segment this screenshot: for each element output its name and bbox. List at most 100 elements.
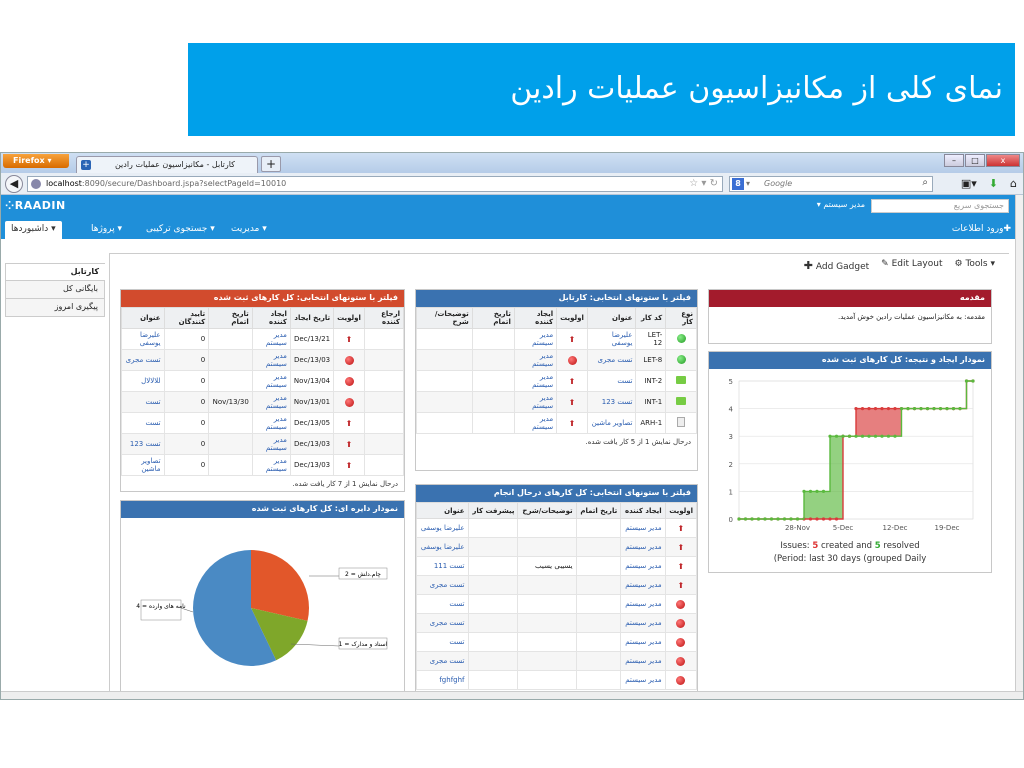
- raadin-logo[interactable]: ⁘RAADIN: [5, 199, 66, 212]
- data-point-resolved[interactable]: [821, 489, 826, 493]
- table-row[interactable]: مدیر سیستم تست مجری: [416, 613, 697, 633]
- data-point-resolved[interactable]: [769, 517, 774, 521]
- data-point-resolved[interactable]: [938, 407, 943, 411]
- column-header[interactable]: عنوان: [121, 307, 165, 329]
- pie-slice[interactable]: [251, 550, 309, 621]
- sys-admin-menu[interactable]: مدیر سیستم ▾: [816, 200, 865, 209]
- close-icon[interactable]: x: [986, 154, 1020, 167]
- data-point-created[interactable]: [854, 407, 858, 411]
- data-point-resolved[interactable]: [893, 434, 897, 438]
- column-header[interactable]: اولویت: [333, 307, 365, 329]
- table-row[interactable]: ARH-1 تصاویر ماشین ⬆ مدیر سیستم: [416, 412, 697, 434]
- table-row[interactable]: ⬆ مدیر سیستم یسیبی یسیب تست 111: [416, 556, 697, 576]
- column-header[interactable]: ارجاع کننده: [363, 307, 404, 329]
- column-header[interactable]: تاریخ اتمام: [208, 307, 253, 329]
- column-header[interactable]: تاریخ اتمام: [575, 502, 622, 519]
- pie-slice[interactable]: [192, 550, 277, 666]
- data-point-created[interactable]: [860, 407, 865, 411]
- table-row[interactable]: LET-8 تست مجری مدیر سیستم: [416, 349, 697, 371]
- data-point-resolved[interactable]: [776, 517, 780, 521]
- data-point-created[interactable]: [880, 407, 884, 411]
- horizontal-scrollbar[interactable]: [1, 691, 1023, 699]
- data-point-created[interactable]: [873, 407, 878, 411]
- back-arrow-icon[interactable]: ◀: [5, 175, 23, 193]
- column-header[interactable]: تاریخ ایجاد: [289, 307, 335, 329]
- data-point-resolved[interactable]: [971, 379, 975, 383]
- table-row[interactable]: INT-2 تست ⬆ مدیر سیستم: [416, 370, 697, 392]
- data-point-resolved[interactable]: [899, 407, 904, 411]
- vertical-scrollbar[interactable]: [1015, 195, 1023, 691]
- data-point-resolved[interactable]: [873, 434, 878, 438]
- column-header[interactable]: تایید کنندگان: [163, 307, 210, 329]
- browser-tab[interactable]: کارتابل - مکانیزاسیون عملیات رادین +: [76, 156, 258, 173]
- maximize-icon[interactable]: □: [965, 154, 985, 167]
- column-header[interactable]: نوع کار: [665, 307, 697, 329]
- data-point-resolved[interactable]: [828, 434, 832, 438]
- data-point-resolved[interactable]: [925, 407, 930, 411]
- sidebar-item-archive[interactable]: بایگانی کل: [5, 281, 105, 299]
- data-point-resolved[interactable]: [750, 517, 754, 521]
- data-point-resolved[interactable]: [932, 407, 936, 411]
- tools-button[interactable]: ⚙ Tools ▾: [954, 259, 995, 269]
- home-icon[interactable]: ⌂: [1010, 177, 1017, 190]
- column-header[interactable]: توضیحات/شرح: [517, 502, 577, 519]
- table-row[interactable]: ⬆ مدیر سیستم علیرضا یوسفی: [416, 537, 697, 557]
- data-point-created[interactable]: [821, 517, 826, 521]
- data-point-resolved[interactable]: [763, 517, 767, 521]
- google-search-input[interactable]: 8 ▾ Google ⌕: [729, 176, 933, 192]
- column-header[interactable]: تاریخ اتمام: [471, 307, 515, 329]
- data-point-resolved[interactable]: [951, 407, 956, 411]
- quick-search-input[interactable]: جستجوی سریع: [871, 199, 1009, 213]
- data-point-resolved[interactable]: [854, 434, 858, 438]
- column-header[interactable]: کد کار: [635, 307, 667, 329]
- data-point-resolved[interactable]: [743, 517, 748, 521]
- column-header[interactable]: اولویت: [664, 502, 697, 519]
- data-point-resolved[interactable]: [737, 517, 741, 521]
- table-row[interactable]: ⬆ Dec/13/05 مدیر سیستم 0 تست: [121, 412, 404, 434]
- menu-management[interactable]: مدیریت ▾: [231, 224, 267, 234]
- pie-slice[interactable]: [251, 608, 308, 661]
- bookmarks-icon[interactable]: ▣▾: [960, 177, 977, 190]
- column-header[interactable]: اولویت: [556, 307, 588, 329]
- firefox-menu-button[interactable]: Firefox ▾: [3, 154, 69, 168]
- data-point-created[interactable]: [893, 407, 897, 411]
- menu-dashboards[interactable]: داشبوردها ▾: [5, 221, 62, 239]
- data-point-resolved[interactable]: [847, 434, 852, 438]
- data-point-created[interactable]: [834, 517, 839, 521]
- data-point-resolved[interactable]: [841, 434, 845, 438]
- table-row[interactable]: مدیر سیستم تست: [416, 594, 697, 614]
- table-row[interactable]: Dec/13/03 مدیر سیستم 0 تست مجری: [121, 349, 404, 371]
- search-icon[interactable]: ⌕: [922, 177, 928, 188]
- data-point-resolved[interactable]: [860, 434, 865, 438]
- column-header[interactable]: توضیحات/شرح: [416, 307, 473, 329]
- data-point-resolved[interactable]: [880, 434, 884, 438]
- table-row[interactable]: مدیر سیستم fghfghf: [416, 670, 697, 690]
- bookmark-star-icon[interactable]: ☆ ▾ ↻: [689, 178, 718, 189]
- table-row[interactable]: LET-12 علیرضا یوسفی ⬆ مدیر سیستم: [416, 328, 697, 350]
- data-point-resolved[interactable]: [912, 407, 917, 411]
- data-point-resolved[interactable]: [795, 517, 800, 521]
- data-point-resolved[interactable]: [919, 407, 923, 411]
- column-header[interactable]: پیشرفت کار: [467, 502, 519, 519]
- table-row[interactable]: INT-1 تست 123 ⬆ مدیر سیستم: [416, 391, 697, 413]
- data-point-created[interactable]: [808, 517, 813, 521]
- data-point-resolved[interactable]: [958, 407, 962, 411]
- data-point-resolved[interactable]: [789, 517, 793, 521]
- sidebar-item-today[interactable]: پیگیری امروز: [5, 299, 105, 317]
- edit-layout-button[interactable]: ✎ Edit Layout: [881, 259, 943, 269]
- column-header[interactable]: ایجاد کننده: [620, 502, 666, 519]
- url-input[interactable]: localhost:8090/secure/Dashboard.jspa?sel…: [27, 176, 723, 192]
- menu-combined-search[interactable]: جستجوی ترکیبی ▾: [146, 224, 215, 234]
- add-gadget-button[interactable]: ✚ Add Gadget: [803, 259, 870, 272]
- download-icon[interactable]: ⬇: [988, 177, 999, 190]
- table-row[interactable]: ⬆ Dec/13/21 مدیر سیستم 0 علیرضا یوسفی: [121, 328, 404, 350]
- data-point-resolved[interactable]: [867, 434, 871, 438]
- minimize-icon[interactable]: –: [944, 154, 964, 167]
- data-point-resolved[interactable]: [886, 434, 891, 438]
- sidebar-item-cartable[interactable]: کارتابل: [5, 263, 105, 281]
- data-point-resolved[interactable]: [756, 517, 761, 521]
- menu-projects[interactable]: پروژها ▾: [91, 224, 123, 234]
- data-point-resolved[interactable]: [906, 407, 910, 411]
- table-row[interactable]: Nov/13/01 مدیر سیستم Nov/13/30 0 تست: [121, 391, 404, 413]
- data-point-resolved[interactable]: [802, 489, 806, 493]
